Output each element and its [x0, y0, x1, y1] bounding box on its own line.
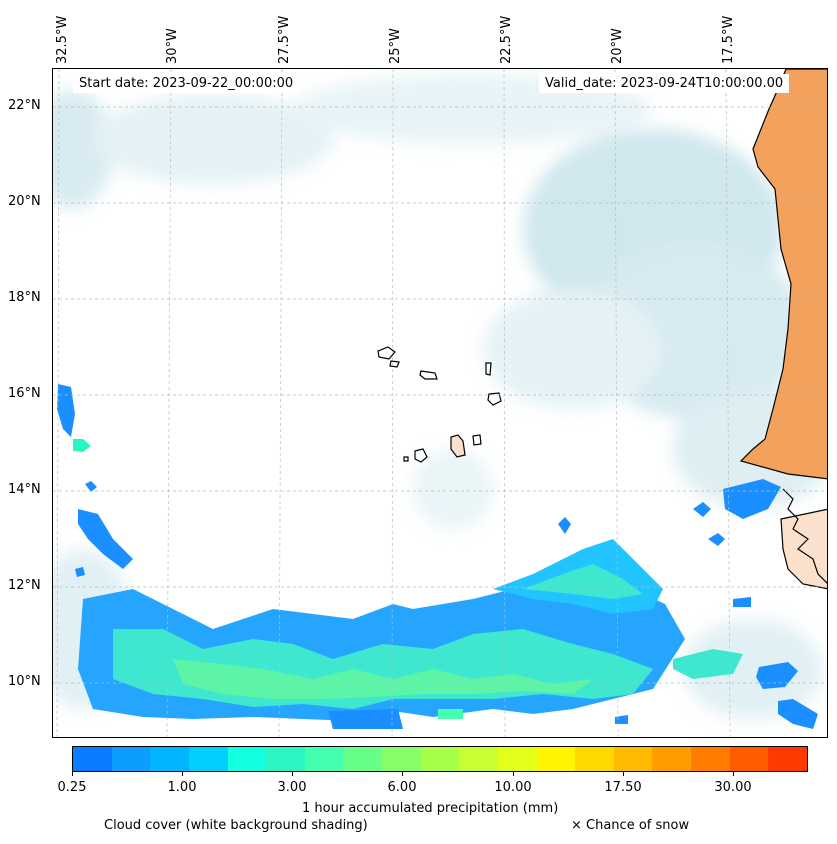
colorbar-segment — [382, 747, 421, 771]
precip-dot-8 — [328, 709, 403, 729]
precip-band-inner — [173, 659, 593, 699]
colorbar-segment — [343, 747, 382, 771]
precip-patch-west — [57, 384, 75, 437]
colorbar-segment — [768, 747, 807, 771]
precip-band-northeast-core — [523, 564, 643, 599]
lat-label-14n: 14°N — [8, 482, 41, 497]
precipitation-colorbar — [72, 746, 808, 772]
cb-tick-label: 10.00 — [494, 780, 532, 795]
precip-southeast-blob — [756, 662, 798, 689]
lon-label-32-5w: 32.5°W — [55, 15, 70, 64]
precip-dot-10 — [615, 715, 628, 724]
precip-dot-7 — [75, 567, 85, 577]
lat-label-20n: 20°N — [8, 194, 41, 209]
colorbar-segment — [111, 747, 151, 771]
precip-dot-3 — [558, 517, 571, 534]
cape-verde-islands — [377, 346, 502, 463]
lon-label-30w: 30°W — [165, 28, 180, 64]
lon-label-20w: 20°W — [610, 28, 625, 64]
cb-tick-mark — [733, 772, 734, 776]
lon-label-22-5w: 22.5°W — [499, 15, 514, 64]
precip-east-2 — [673, 649, 743, 679]
colorbar-segment — [304, 747, 344, 771]
cloud-cover-shading — [53, 74, 827, 719]
colorbar-segment — [691, 747, 730, 771]
cb-tick-label: 3.00 — [277, 780, 307, 795]
precip-dot-1 — [73, 439, 91, 452]
colorbar-segment — [459, 747, 498, 771]
map-gridlines — [53, 69, 827, 737]
lat-label-12n: 12°N — [8, 578, 41, 593]
colorbar-segment — [188, 747, 228, 771]
lat-label-18n: 18°N — [8, 290, 41, 305]
colorbar-segment — [575, 747, 614, 771]
africa-land — [739, 69, 827, 480]
cb-tick-mark — [402, 772, 403, 776]
cb-tick-label: 17.50 — [604, 780, 642, 795]
colorbar-segment — [266, 747, 305, 771]
colorbar-segment — [420, 747, 460, 771]
precip-dot-5 — [708, 533, 725, 546]
cb-tick-mark — [513, 772, 514, 776]
precip-dot-9 — [438, 709, 463, 719]
map-panel[interactable] — [52, 68, 828, 738]
precip-dot-4 — [693, 502, 711, 517]
cb-tick-label: 30.00 — [714, 780, 752, 795]
colorbar-segment — [227, 747, 267, 771]
lon-label-17-5w: 17.5°W — [721, 15, 736, 64]
lat-label-10n: 10°N — [8, 674, 41, 689]
precipitation-field — [57, 384, 818, 729]
colorbar-segment — [729, 747, 769, 771]
colorbar-segment — [497, 747, 537, 771]
colorbar-segment — [652, 747, 691, 771]
precip-dot-2 — [85, 481, 97, 492]
cloud-cover-legend: Cloud cover (white background shading) — [104, 818, 368, 833]
cb-tick-mark — [72, 772, 73, 776]
colorbar-segment — [613, 747, 653, 771]
cb-tick-label: 0.25 — [57, 780, 87, 795]
cb-tick-label: 6.00 — [387, 780, 417, 795]
precip-southeast-blob-2 — [778, 699, 818, 729]
cb-tick-label: 1.00 — [167, 780, 197, 795]
snow-legend: × Chance of snow — [571, 818, 690, 833]
colorbar-segment — [536, 747, 576, 771]
precip-northwest-streak — [78, 509, 133, 569]
cb-tick-mark — [292, 772, 293, 776]
precip-east-cluster — [723, 479, 781, 519]
precip-dot-6 — [733, 597, 751, 607]
cb-tick-mark — [182, 772, 183, 776]
cb-tick-mark — [623, 772, 624, 776]
lon-label-27-5w: 27.5°W — [277, 15, 292, 64]
colorbar-segment — [150, 747, 189, 771]
lat-label-16n: 16°N — [8, 386, 41, 401]
coastline-detail — [782, 488, 827, 584]
lon-label-25w: 25°W — [388, 28, 403, 64]
start-date-label: Start date: 2023-09-22_00:00:00 — [73, 74, 300, 93]
valid-date-label: Valid_date: 2023-09-24T10:00:00.00 — [539, 74, 790, 93]
colorbar-segment — [73, 747, 112, 771]
map-canvas — [53, 69, 827, 737]
lat-label-22n: 22°N — [8, 98, 41, 113]
colorbar-title: 1 hour accumulated precipitation (mm) — [302, 801, 559, 816]
